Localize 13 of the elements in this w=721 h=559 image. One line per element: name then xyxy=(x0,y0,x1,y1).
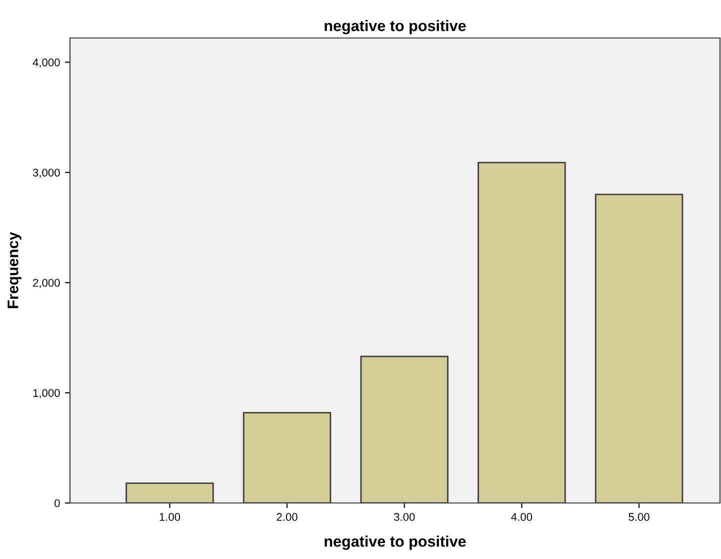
y-tick-label: 1,000 xyxy=(33,389,60,398)
chart-title: negative to positive xyxy=(324,20,466,34)
y-tick-label: 2,000 xyxy=(33,278,60,288)
y-tick-label: 4,000 xyxy=(32,58,60,68)
x-axis-title: negative to positive xyxy=(324,536,466,550)
y-axis-title: Frequency xyxy=(8,232,22,308)
x-tick-label: 2.00 xyxy=(276,513,298,521)
x-tick-label: 5.00 xyxy=(628,513,650,521)
x-tick-label: 4.00 xyxy=(511,513,532,521)
x-tick-label: 3.00 xyxy=(394,513,415,521)
x-tick-label: 1.00 xyxy=(160,513,180,521)
y-tick-label: 3,000 xyxy=(32,168,60,178)
y-tick-label: 0 xyxy=(54,499,60,508)
